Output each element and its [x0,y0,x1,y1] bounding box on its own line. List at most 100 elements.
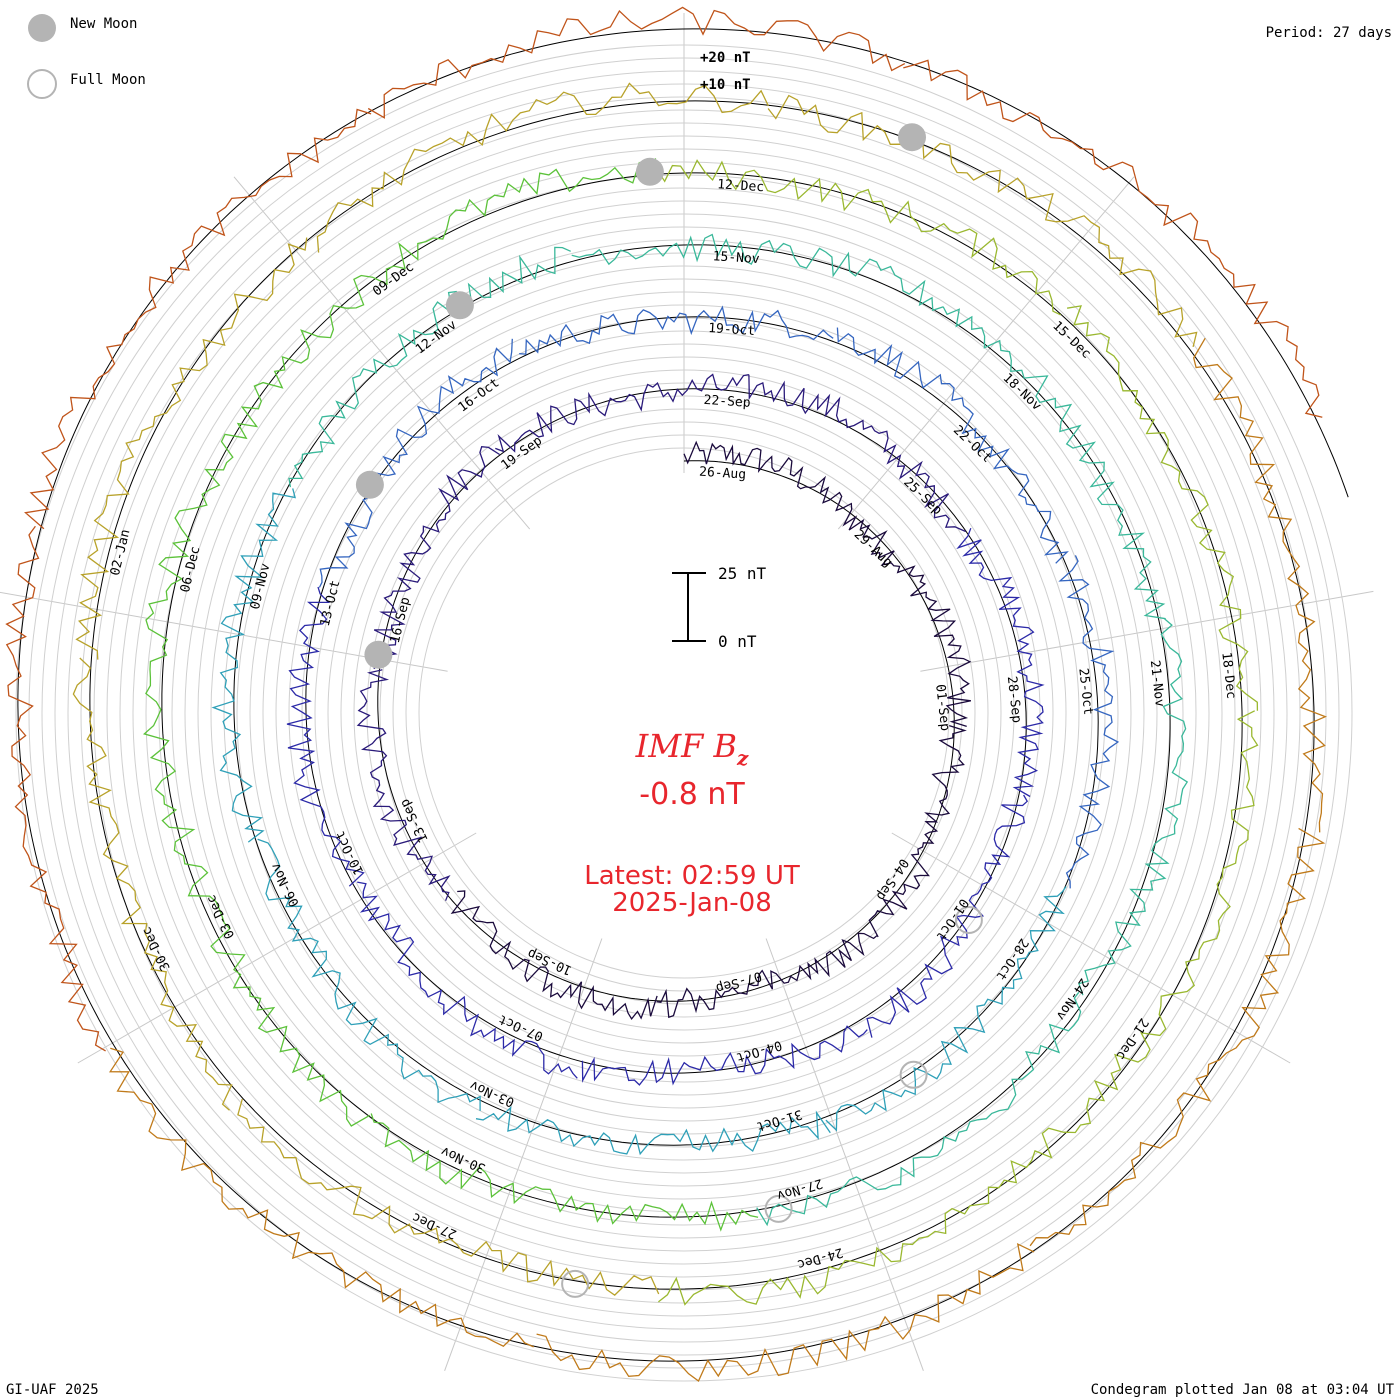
grid-ring [366,395,1002,1031]
chart-grid [0,13,1374,1382]
moon-markers [355,123,983,1298]
trace-segment [24,108,372,530]
new-moon-marker [364,640,393,669]
trace-segment [657,1125,1081,1306]
credit-label: GI-UAF 2025 [6,1382,99,1398]
grid-ring [392,421,976,1005]
grid-ring [119,148,1249,1278]
chart-title: IMF Bz [635,727,749,770]
chart-title-subscript: z [736,746,749,770]
grid-ring [67,96,1301,1330]
date-label: 13-Oct [318,579,344,628]
date-label: 06-Dec [178,545,204,594]
grid-ring [353,382,1015,1044]
grid-ring [405,434,963,992]
grid-ring [418,447,950,979]
grid-ring [132,161,1236,1265]
trace-segment [281,158,657,370]
trace-segment [1193,337,1328,833]
new-moon-legend-label: New Moon [70,16,137,32]
trace-segment [5,525,106,1052]
scale-inner-label: +10 nT [700,77,751,93]
date-label: 25-Oct [1075,667,1095,715]
plotted-label: Condegram plotted Jan 08 at 03:04 UT [1091,1382,1395,1398]
trace-segment [571,233,944,312]
period-label: Period: 27 days [1266,25,1392,41]
trace-segment [142,369,286,765]
latest-time: Latest: 02:59 UT [584,861,800,891]
date-label: 30-Nov [439,1143,488,1176]
trace-segment [370,1113,759,1232]
date-label: 01-Sep [932,683,952,732]
chart-traces [5,6,1328,1382]
grid-ring [54,83,1314,1343]
date-label: 24-Dec [795,1244,844,1272]
trace-segment [72,657,233,1111]
grid-ring [275,304,1093,1122]
trace-segment [903,59,1323,418]
grid-ring [41,70,1327,1356]
date-label: 22-Sep [703,393,751,411]
grid-spoke [920,590,1374,672]
trace-segment [956,527,1045,798]
date-label: 12-Dec [717,177,765,195]
trace-segment [825,886,1067,1132]
date-label: 27-Dec [410,1209,459,1242]
trace-segment [942,306,1166,620]
new-moon-marker [355,470,384,499]
scale-top-label: 25 nT [718,564,767,583]
full-moon-legend-icon [27,69,57,99]
trace-segment [683,440,871,538]
grid-ring [236,265,1132,1161]
grid-ring [327,356,1041,1070]
new-moon-marker [898,123,926,152]
trace-segment [357,881,578,1079]
trace-segment [767,94,1198,348]
grid-ring [379,408,989,1018]
trace-segment [756,991,1082,1227]
trace-segment [367,445,500,670]
grid-spoke [765,938,924,1371]
grid-spoke [233,176,531,530]
new-moon-marker [445,291,474,320]
baseline-spiral [17,28,1349,1362]
trace-segment [1058,555,1120,889]
trace-segment [581,1025,868,1086]
grid-ring [301,330,1067,1096]
trace-segment [109,1047,534,1348]
date-label: 15-Nov [712,249,760,267]
full-moon-legend-label: Full Moon [70,72,146,88]
scale-bottom-label: 0 nT [718,632,757,651]
date-label: 21-Nov [1147,659,1167,708]
date-label: 26-Aug [699,465,747,483]
grid-ring [314,343,1054,1083]
trace-segment [286,586,365,887]
date-label: 30-Dec [139,924,173,973]
full-moon-marker [561,1269,590,1298]
date-label: 16-Sep [388,596,414,645]
trace-segment [748,374,966,533]
full-moon-marker [954,906,983,934]
date-label: 18-Dec [1218,651,1238,699]
grid-ring [210,239,1158,1187]
trace-segment [519,305,834,355]
grid-ring [288,317,1080,1109]
grid-ring [249,278,1119,1148]
full-moon-marker [899,1060,928,1089]
chart-title-main: IMF B [635,727,737,765]
latest-date: 2025-Jan-08 [612,888,772,918]
date-label: 28-Sep [1004,675,1024,724]
grid-ring [171,200,1197,1226]
date-label: 04-Oct [734,1037,783,1065]
full-moon-marker [764,1194,793,1223]
trace-segment [868,530,972,728]
grid-ring [80,109,1288,1317]
date-label: 19-Oct [708,321,756,339]
trace-segment [316,82,769,253]
trace-segment [367,6,906,119]
date-label: 10-Sep [525,945,574,978]
trace-segment [154,763,371,1127]
trace-segment [655,159,1062,316]
trace-segment [75,237,308,660]
